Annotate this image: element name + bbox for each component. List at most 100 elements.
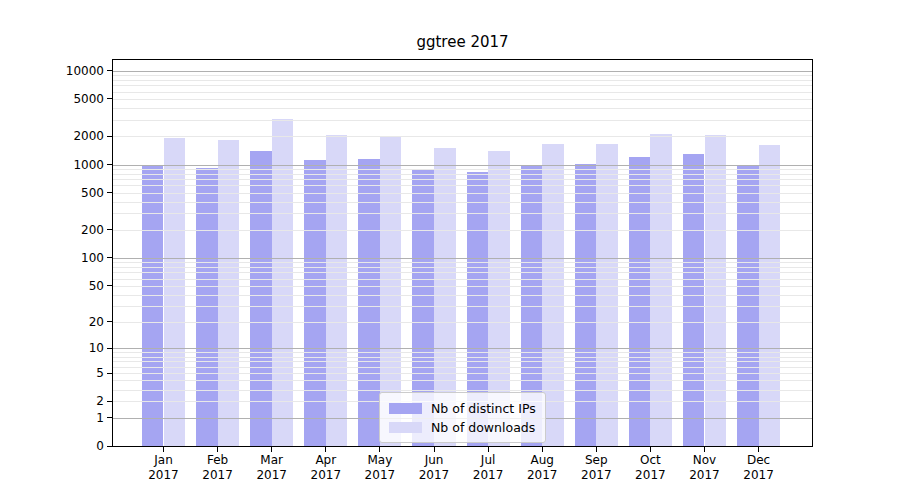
minor-gridline bbox=[113, 279, 812, 280]
minor-gridline bbox=[113, 352, 812, 353]
y-tick bbox=[107, 348, 112, 349]
bar-downloads bbox=[164, 138, 186, 447]
major-gridline bbox=[113, 71, 812, 72]
y-tick-label: 5000 bbox=[30, 91, 104, 107]
minor-gridline bbox=[113, 357, 812, 358]
x-tick bbox=[542, 447, 543, 452]
minor-gridline bbox=[113, 322, 812, 323]
chart-title: ggtree 2017 bbox=[112, 33, 813, 51]
x-tick bbox=[650, 447, 651, 452]
bar-distinct-ips bbox=[629, 157, 651, 446]
x-tick-label: Nov 2017 bbox=[677, 453, 733, 483]
y-tick-label: 500 bbox=[30, 185, 104, 201]
minor-gridline bbox=[113, 99, 812, 100]
x-tick bbox=[379, 447, 380, 452]
x-tick bbox=[758, 447, 759, 452]
minor-gridline bbox=[113, 75, 812, 76]
x-tick-label: Jul 2017 bbox=[460, 453, 516, 483]
minor-gridline bbox=[113, 373, 812, 374]
y-tick-label: 50 bbox=[30, 278, 104, 294]
minor-gridline bbox=[113, 136, 812, 137]
y-tick bbox=[107, 417, 112, 418]
minor-gridline bbox=[113, 92, 812, 93]
major-gridline bbox=[113, 348, 812, 349]
y-tick-label: 1 bbox=[30, 410, 104, 426]
y-tick bbox=[107, 285, 112, 286]
y-tick bbox=[107, 321, 112, 322]
major-gridline bbox=[113, 258, 812, 259]
x-tick-label: Jun 2017 bbox=[406, 453, 462, 483]
major-gridline bbox=[113, 165, 812, 166]
x-tick-label: Feb 2017 bbox=[190, 453, 246, 483]
x-tick bbox=[325, 447, 326, 452]
y-tick bbox=[107, 446, 112, 447]
minor-gridline bbox=[113, 267, 812, 268]
y-tick-label: 100 bbox=[30, 250, 104, 266]
minor-gridline bbox=[113, 230, 812, 231]
x-tick-label: Sep 2017 bbox=[568, 453, 624, 483]
legend-swatch-downloads bbox=[389, 422, 422, 433]
y-tick bbox=[107, 136, 112, 137]
minor-gridline bbox=[113, 361, 812, 362]
legend-swatch-distinct-ips bbox=[389, 403, 422, 414]
y-tick-label: 20 bbox=[30, 314, 104, 330]
y-tick-label: 2000 bbox=[30, 128, 104, 144]
x-tick-label: Apr 2017 bbox=[298, 453, 354, 483]
x-tick bbox=[488, 447, 489, 452]
minor-gridline bbox=[113, 108, 812, 109]
x-tick bbox=[163, 447, 164, 452]
minor-gridline bbox=[113, 390, 812, 391]
minor-gridline bbox=[113, 80, 812, 81]
y-tick bbox=[107, 373, 112, 374]
y-tick bbox=[107, 70, 112, 71]
bar-downloads bbox=[705, 135, 727, 446]
x-tick bbox=[704, 447, 705, 452]
minor-gridline bbox=[113, 85, 812, 86]
y-tick-label: 2 bbox=[30, 393, 104, 409]
y-tick-label: 200 bbox=[30, 222, 104, 238]
bar-downloads bbox=[272, 119, 294, 447]
y-tick-label: 0 bbox=[30, 438, 104, 454]
x-tick-label: Jan 2017 bbox=[136, 453, 192, 483]
minor-gridline bbox=[113, 272, 812, 273]
y-tick-label: 1000 bbox=[30, 157, 104, 173]
legend-label-downloads: Nb of downloads bbox=[431, 418, 535, 437]
minor-gridline bbox=[113, 286, 812, 287]
minor-gridline bbox=[113, 367, 812, 368]
x-tick-label: Dec 2017 bbox=[731, 453, 787, 483]
minor-gridline bbox=[113, 262, 812, 263]
minor-gridline bbox=[113, 179, 812, 180]
download-stats-chart: ggtree 2017 0125102050100200500100020005… bbox=[0, 0, 900, 500]
legend-item-downloads: Nb of downloads bbox=[389, 418, 536, 437]
x-tick bbox=[217, 447, 218, 452]
minor-gridline bbox=[113, 306, 812, 307]
bar-distinct-ips bbox=[575, 164, 597, 446]
x-tick-label: May 2017 bbox=[352, 453, 408, 483]
minor-gridline bbox=[113, 213, 812, 214]
y-tick-label: 10000 bbox=[30, 63, 104, 79]
bar-downloads bbox=[650, 134, 672, 446]
x-tick bbox=[434, 447, 435, 452]
legend: Nb of distinct IPs Nb of downloads bbox=[379, 392, 546, 443]
minor-gridline bbox=[113, 193, 812, 194]
y-tick bbox=[107, 98, 112, 99]
x-tick-label: Aug 2017 bbox=[514, 453, 570, 483]
minor-gridline bbox=[113, 120, 812, 121]
y-tick-label: 5 bbox=[30, 365, 104, 381]
legend-item-distinct-ips: Nb of distinct IPs bbox=[389, 399, 536, 418]
minor-gridline bbox=[113, 169, 812, 170]
x-tick-label: Mar 2017 bbox=[244, 453, 300, 483]
x-tick bbox=[596, 447, 597, 452]
minor-gridline bbox=[113, 295, 812, 296]
x-tick bbox=[271, 447, 272, 452]
y-tick bbox=[107, 164, 112, 165]
minor-gridline bbox=[113, 174, 812, 175]
legend-label-distinct-ips: Nb of distinct IPs bbox=[431, 399, 536, 418]
bar-downloads bbox=[326, 135, 348, 446]
plot-area bbox=[112, 59, 813, 447]
y-tick bbox=[107, 192, 112, 193]
y-tick bbox=[107, 257, 112, 258]
y-tick bbox=[107, 401, 112, 402]
minor-gridline bbox=[113, 380, 812, 381]
x-tick-label: Oct 2017 bbox=[622, 453, 678, 483]
